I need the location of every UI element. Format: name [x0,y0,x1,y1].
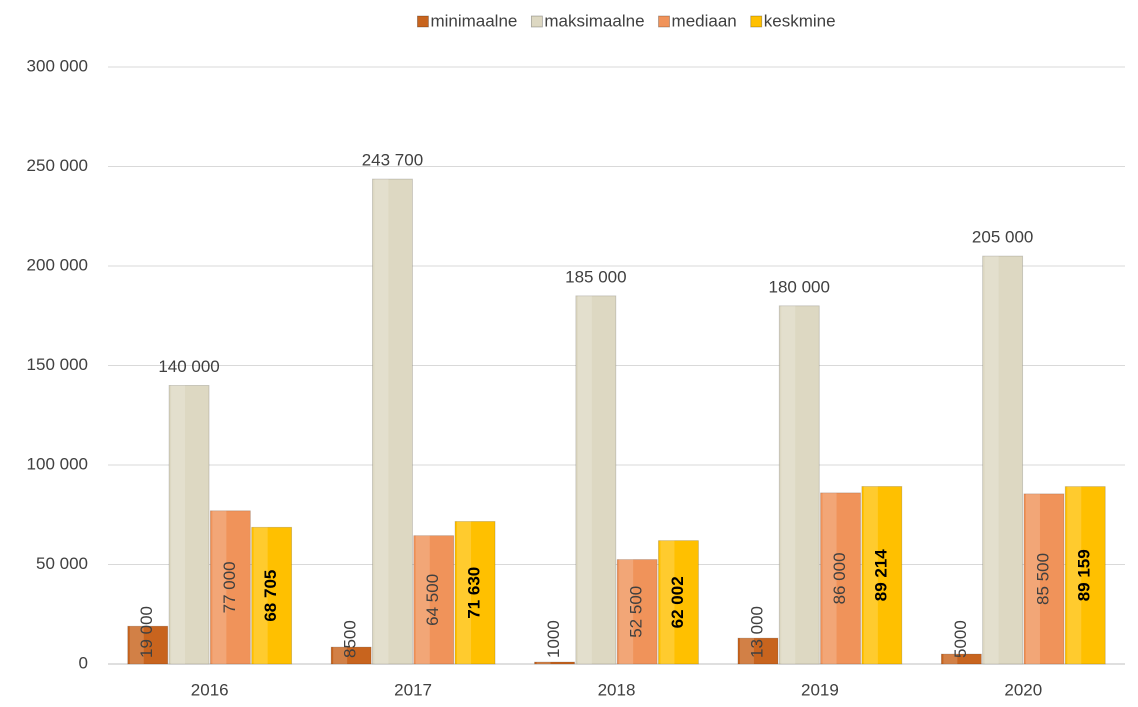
bar-shine [374,179,389,665]
y-tick-label: 250 000 [27,156,88,175]
bar [251,526,293,665]
y-tick-label: 0 [79,653,88,672]
data-label: 243 700 [362,151,423,170]
bar-shine [457,521,472,664]
bar-shine [536,662,551,664]
bar [127,625,169,665]
data-label: 1000 [544,620,563,658]
bar [209,510,251,665]
legend-label: keskmine [764,11,836,30]
data-label: 13 000 [747,606,766,658]
bar-shine [943,654,958,664]
data-label: 85 500 [1033,553,1052,605]
legend: minimaalne maksimaalne mediaan keskmine [417,11,836,30]
data-label: 86 000 [830,552,849,604]
bar [534,661,575,665]
bar-shine [253,527,268,664]
x-tick-label: 2020 [1004,680,1042,699]
x-tick-label: 2016 [191,680,229,699]
data-label: 62 002 [668,576,687,628]
bar [330,646,372,665]
bar [737,637,779,665]
bar-shine [863,486,878,664]
bar [616,559,658,665]
data-label: 64 500 [423,574,442,626]
legend-label: minimaalne [430,11,517,30]
legend-label: mediaan [672,11,737,30]
bar [820,492,861,665]
bar-shine [129,626,144,664]
legend-marker [750,15,763,28]
legend-marker [530,15,543,28]
bar [168,384,210,665]
bar [575,295,617,665]
bar-shine [1067,486,1082,664]
bar-shine [333,647,348,664]
bar-shine [822,492,837,664]
data-label: 77 000 [220,561,239,613]
data-label: 71 630 [465,567,484,619]
y-tick-label: 300 000 [27,56,88,75]
data-label: 52 500 [627,586,646,638]
bar [940,653,982,665]
bar-shine [660,540,675,664]
bar-shine [415,535,430,664]
y-tick-label: 150 000 [27,355,88,374]
legend-label: maksimaalne [544,11,644,30]
bar [1023,493,1065,665]
bar [413,535,455,665]
data-label: 205 000 [972,228,1033,247]
x-tick-label: 2017 [394,680,432,699]
bar-shine [171,385,186,664]
y-tick-label: 200 000 [27,255,88,274]
bar [1064,486,1106,665]
bar [658,540,699,665]
bar-shine [212,510,227,664]
bar-shine [781,305,796,664]
bar-shine [619,559,634,664]
x-tick-label: 2019 [801,680,839,699]
bar [454,521,496,665]
bar-shine [739,638,754,664]
data-label: 89 214 [871,549,890,602]
bar [372,178,413,665]
data-label: 19 000 [137,606,156,658]
bar-shine [577,295,592,664]
bar [861,486,903,665]
data-label: 89 159 [1075,549,1094,601]
y-tick-label: 50 000 [36,554,88,573]
bar [778,305,820,665]
data-label: 5000 [951,620,970,658]
data-label: 185 000 [565,267,626,286]
data-label: 140 000 [158,357,219,376]
y-tick-label: 100 000 [27,454,88,473]
data-label: 68 705 [261,570,280,622]
x-tick-label: 2018 [598,680,636,699]
bar [982,255,1024,665]
bar-shine [1025,493,1040,664]
data-label: 180 000 [769,277,830,296]
bar-shine [984,256,999,664]
legend-marker [417,15,429,28]
data-label: 8500 [341,620,360,658]
legend-marker [658,15,670,28]
